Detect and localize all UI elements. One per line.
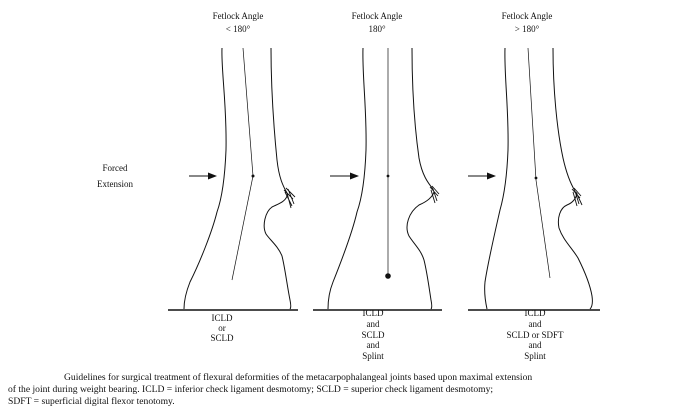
panel-3-treatment-line-5: Splint bbox=[524, 351, 546, 361]
panel-1-force-arrow bbox=[189, 172, 217, 180]
caption-line-2: of the joint during weight bearing. ICLD… bbox=[8, 384, 494, 395]
panel-2-toe-marker bbox=[385, 273, 391, 279]
panel-2-fetlock-joint bbox=[386, 174, 390, 178]
panel-2-treatment-line-4: and bbox=[367, 340, 380, 350]
panel-3-treatment-line-4: and bbox=[529, 340, 542, 350]
panel-angle-greater-than-180: Fetlock Angle > 180° ICLD and SCLD or SD… bbox=[468, 11, 600, 361]
panel-2-force-arrow bbox=[330, 172, 359, 180]
panel-2-limb-drawing bbox=[327, 47, 440, 310]
panel-3-angle-title: Fetlock Angle bbox=[502, 11, 553, 21]
panel-2-treatment-line-5: Splint bbox=[362, 351, 384, 361]
panel-3-treatment-line-2: and bbox=[529, 319, 542, 329]
panel-3-force-arrow bbox=[468, 172, 496, 180]
panel-3-treatment-line-1: ICLD bbox=[525, 308, 546, 318]
panel-3-angle-value: > 180° bbox=[515, 24, 540, 34]
caption-line-3: SDFT = superficial digital flexor tenoto… bbox=[8, 396, 175, 407]
panel-1-treatment-line-3: SCLD bbox=[210, 333, 234, 343]
panel-1-angle-title: Fetlock Angle bbox=[213, 11, 264, 21]
caption-line-1: Guidelines for surgical treatment of fle… bbox=[64, 372, 533, 383]
figure-caption: Guidelines for surgical treatment of fle… bbox=[8, 372, 680, 408]
panel-2-treatment-line-2: and bbox=[367, 319, 380, 329]
force-label-line-2: Extension bbox=[97, 179, 133, 189]
panel-angle-less-than-180: Fetlock Angle < 180° ICLD or SCLD bbox=[168, 11, 298, 343]
panel-1-fetlock-joint bbox=[251, 174, 255, 178]
panel-1-treatment-line-2: or bbox=[218, 323, 226, 333]
panel-2-angle-value: 180° bbox=[368, 24, 386, 34]
panel-2-treatment-line-1: ICLD bbox=[363, 308, 384, 318]
panel-3-treatment-line-3: SCLD or SDFT bbox=[506, 330, 564, 340]
panel-1-treatment-line-1: ICLD bbox=[212, 313, 233, 323]
force-label-line-1: Forced bbox=[103, 163, 128, 173]
panel-2-angle-title: Fetlock Angle bbox=[352, 11, 403, 21]
panel-1-angle-value: < 180° bbox=[226, 24, 251, 34]
panel-3-fetlock-joint bbox=[534, 176, 538, 180]
panel-angle-180: Fetlock Angle 180° ICLD and SCLD and Spl… bbox=[313, 11, 442, 361]
panel-2-treatment-line-3: SCLD bbox=[361, 330, 385, 340]
panel-1-limb-drawing bbox=[183, 47, 296, 310]
panel-3-limb-drawing bbox=[484, 47, 593, 310]
